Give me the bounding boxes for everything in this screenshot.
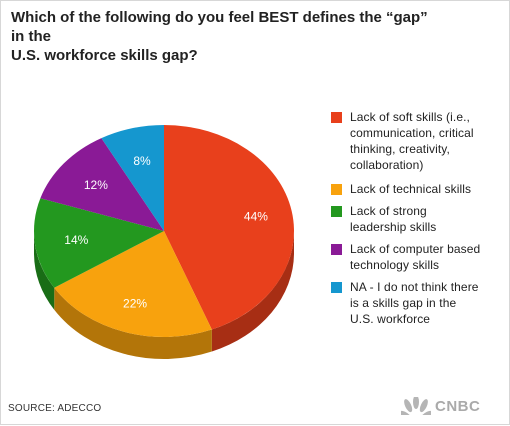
legend-label: Lack of computer based technology skills bbox=[350, 241, 480, 273]
pie-side-wall bbox=[34, 231, 55, 310]
legend-label: NA - I do not think there is a skills ga… bbox=[350, 279, 479, 327]
legend-label-line: collaboration) bbox=[350, 158, 424, 172]
legend-label-line: leadership skills bbox=[350, 220, 437, 234]
legend-label-line: Lack of soft skills (i.e., bbox=[350, 110, 470, 124]
legend-item-na: NA - I do not think there is a skills ga… bbox=[331, 279, 479, 327]
legend-swatch bbox=[331, 206, 342, 217]
legend-item-technical-skills: Lack of technical skills bbox=[331, 181, 471, 197]
slice-label: 44% bbox=[244, 210, 268, 224]
source-note: SOURCE: ADECCO bbox=[8, 403, 102, 414]
brand-logo: CNBC bbox=[401, 397, 480, 415]
legend-label-line: is a skills gap in the bbox=[350, 296, 457, 310]
legend-label-line: Lack of strong bbox=[350, 204, 427, 218]
legend-label-line: U.S. workforce bbox=[350, 312, 431, 326]
legend-label-line: Lack of technical skills bbox=[350, 182, 472, 196]
legend-label: Lack of technical skills bbox=[350, 181, 471, 197]
slice-label: 22% bbox=[123, 297, 147, 311]
pie-side-wall bbox=[211, 231, 294, 352]
legend-swatch bbox=[331, 184, 342, 195]
pie-slice bbox=[164, 125, 294, 330]
pie-slice bbox=[40, 138, 164, 231]
chart-title-line: U.S. workforce skills gap? bbox=[11, 47, 198, 64]
legend-label-line: NA - I do not think there bbox=[350, 280, 479, 294]
legend-label-line: thinking, creativity, bbox=[350, 142, 450, 156]
legend-swatch bbox=[331, 282, 342, 293]
slice-label: 12% bbox=[84, 178, 108, 192]
chart-title-line: Which of the following do you feel BEST … bbox=[11, 9, 428, 45]
legend-item-computer-skills: Lack of computer based technology skills bbox=[331, 241, 480, 273]
pie-slice bbox=[34, 198, 165, 288]
legend-swatch bbox=[331, 244, 342, 255]
legend-item-soft-skills: Lack of soft skills (i.e., communication… bbox=[331, 109, 474, 173]
pie-slice bbox=[54, 231, 212, 337]
legend-swatch bbox=[331, 112, 342, 123]
legend-label-line: Lack of computer based bbox=[350, 242, 481, 256]
slice-label: 8% bbox=[133, 154, 151, 168]
brand-name: CNBC bbox=[435, 397, 481, 415]
chart-title: Which of the following do you feel BEST … bbox=[11, 8, 441, 65]
legend-label-line: communication, critical bbox=[350, 126, 474, 140]
pie-slice bbox=[101, 125, 164, 231]
legend-label: Lack of soft skills (i.e., communication… bbox=[350, 109, 474, 173]
slice-label: 14% bbox=[64, 233, 88, 247]
pie-side-walls bbox=[34, 231, 294, 359]
nbc-peacock-icon bbox=[401, 397, 431, 415]
legend-label: Lack of strong leadership skills bbox=[350, 203, 436, 235]
pie-side-wall bbox=[54, 287, 212, 359]
legend-item-leadership-skills: Lack of strong leadership skills bbox=[331, 203, 436, 235]
legend-label-line: technology skills bbox=[350, 258, 440, 272]
